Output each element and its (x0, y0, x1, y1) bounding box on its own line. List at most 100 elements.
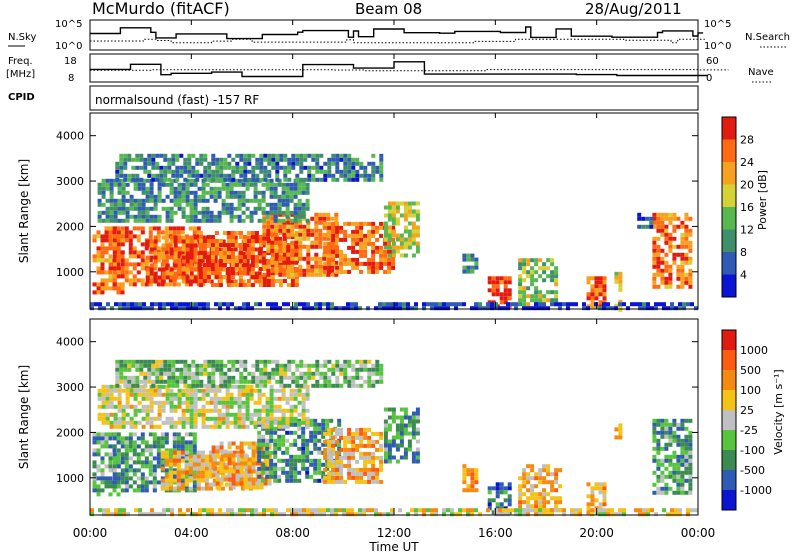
heatmap-cell (339, 153, 344, 158)
heatmap-cell (359, 435, 364, 440)
heatmap-cell (530, 258, 535, 263)
heatmap-cell (148, 464, 153, 469)
heatmap-cell (152, 488, 157, 493)
heatmap-cell (363, 435, 368, 440)
heatmap-cell (550, 262, 555, 267)
heatmap-cell (415, 415, 420, 420)
heatmap-cell (193, 275, 198, 280)
heatmap-cell (136, 484, 141, 489)
heatmap-cell (598, 490, 603, 495)
heatmap-cell (239, 173, 244, 178)
heatmap-cell (266, 275, 271, 279)
heatmap-cell (298, 272, 303, 277)
heatmap-cell (123, 383, 128, 388)
heatmap-cell (347, 261, 352, 266)
heatmap-cell (223, 363, 228, 368)
heatmap-cell (96, 492, 101, 497)
heatmap-cell (546, 306, 550, 311)
heatmap-cell (263, 375, 268, 380)
heatmap-cell (188, 440, 193, 445)
heatmap-cell (271, 153, 276, 158)
heatmap-cell (250, 306, 254, 311)
heatmap-cell (680, 450, 685, 455)
heatmap-cell (145, 190, 150, 195)
y-tick-label: 2000 (56, 220, 84, 233)
heatmap-cell (642, 302, 646, 307)
heatmap-cell (100, 472, 105, 477)
heatmap-cell (209, 408, 214, 413)
heatmap-cell (124, 464, 129, 469)
heatmap-cell (318, 306, 322, 311)
heatmap-cell (230, 283, 235, 287)
heatmap-cell (335, 451, 340, 456)
heatmap-cell (558, 468, 563, 473)
heatmap-cell (144, 484, 149, 489)
heatmap-cell (656, 224, 661, 229)
heatmap-cell (518, 484, 523, 489)
heatmap-cell (114, 508, 118, 513)
heatmap-cell (387, 455, 392, 460)
heatmap-cell (251, 177, 256, 182)
heatmap-cell (351, 439, 356, 444)
heatmap-cell (203, 383, 208, 388)
heatmap-cell (181, 271, 186, 276)
heatmap-cell (215, 169, 220, 174)
heatmap-cell (205, 218, 210, 223)
heatmap-cell (231, 359, 236, 364)
heatmap-cell (314, 512, 318, 517)
heatmap-cell (158, 306, 162, 311)
heatmap-cell (660, 256, 665, 261)
heatmap-cell (125, 420, 130, 425)
heatmap-cell (127, 367, 132, 372)
heatmap-cell (104, 452, 109, 457)
heatmap-cell (199, 161, 204, 166)
heatmap-cell (251, 449, 256, 454)
heatmap-cell (108, 242, 113, 247)
heatmap-cell (162, 302, 166, 307)
heatmap-cell (538, 298, 543, 303)
heatmap-cell (375, 363, 380, 368)
heatmap-cell (146, 306, 150, 311)
heatmap-cell (347, 463, 352, 468)
heatmap-cell (626, 306, 630, 311)
heatmap-cell (199, 379, 204, 384)
heatmap-cell (294, 272, 299, 277)
heatmap-cell (688, 486, 693, 491)
heatmap-cell (124, 234, 129, 239)
heatmap-cell (664, 446, 669, 451)
heatmap-cell (96, 440, 101, 445)
heatmap-cell (411, 451, 416, 456)
heatmap-cell (242, 306, 246, 311)
heatmap-cell (172, 226, 177, 231)
heatmap-cell (399, 241, 404, 246)
heatmap-cell (169, 416, 174, 421)
heatmap-cell (229, 400, 234, 405)
heatmap-cell (238, 259, 243, 263)
heatmap-cell (335, 169, 340, 174)
heatmap-cell (290, 244, 295, 249)
heatmap-cell (218, 263, 223, 267)
heatmap-cell (676, 458, 681, 463)
heatmap-cell (183, 359, 188, 364)
heatmap-cell (190, 302, 194, 307)
heatmap-cell (313, 470, 318, 475)
heatmap-cell (216, 470, 221, 475)
heatmap-cell (318, 228, 323, 233)
heatmap-cell (302, 244, 307, 249)
heatmap-cell (257, 388, 262, 393)
heatmap-cell (235, 161, 240, 166)
heatmap-cell (257, 458, 262, 463)
heatmap-cell (147, 161, 152, 166)
heatmap-cell (189, 198, 194, 203)
heatmap-cell (138, 306, 142, 311)
heatmap-cell (285, 416, 290, 421)
heatmap-cell (213, 259, 218, 264)
heatmap-cell (198, 239, 203, 243)
heatmap-cell (395, 217, 400, 222)
heatmap-cell (157, 392, 162, 397)
heatmap-cell (450, 512, 454, 517)
heatmap-cell (201, 218, 206, 223)
heatmap-cell (383, 419, 388, 424)
heatmap-cell (395, 431, 400, 436)
heatmap-cell (157, 194, 162, 199)
